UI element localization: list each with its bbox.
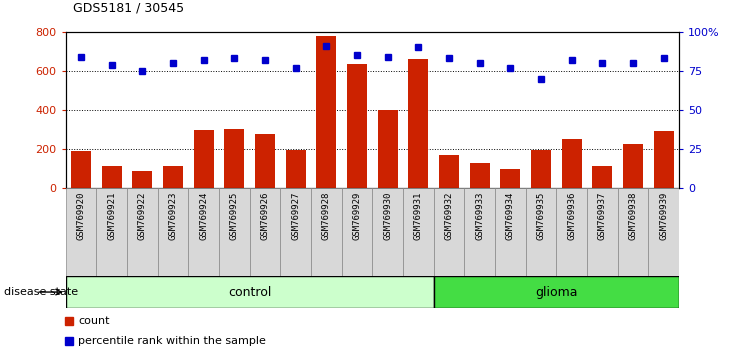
Text: GSM769936: GSM769936 — [567, 192, 576, 240]
Text: GSM769924: GSM769924 — [199, 192, 208, 240]
Bar — [101, 166, 122, 188]
Bar — [434, 276, 679, 308]
Bar — [377, 110, 398, 188]
Text: GSM769922: GSM769922 — [138, 192, 147, 240]
Text: percentile rank within the sample: percentile rank within the sample — [78, 336, 266, 346]
Text: GSM769921: GSM769921 — [107, 192, 116, 240]
Bar — [556, 188, 587, 276]
Text: GSM769926: GSM769926 — [261, 192, 269, 240]
Text: GSM769938: GSM769938 — [629, 192, 637, 240]
Bar — [219, 188, 250, 276]
Bar — [500, 169, 520, 188]
Text: GDS5181 / 30545: GDS5181 / 30545 — [73, 1, 184, 14]
Bar — [469, 163, 490, 188]
Text: GSM769932: GSM769932 — [445, 192, 453, 240]
Bar — [561, 139, 582, 188]
Bar — [531, 150, 551, 188]
Text: glioma: glioma — [535, 286, 577, 298]
Bar — [403, 188, 434, 276]
Bar — [648, 188, 679, 276]
Text: GSM769929: GSM769929 — [353, 192, 361, 240]
Bar — [224, 129, 245, 188]
Bar — [96, 188, 127, 276]
Text: GSM769931: GSM769931 — [414, 192, 423, 240]
Bar — [66, 188, 96, 276]
Bar — [163, 166, 183, 188]
Bar — [347, 64, 367, 188]
Bar — [66, 276, 434, 308]
Text: count: count — [78, 316, 110, 326]
Bar — [132, 171, 153, 188]
Bar — [592, 166, 612, 188]
Text: GSM769937: GSM769937 — [598, 192, 607, 240]
Text: GSM769935: GSM769935 — [537, 192, 545, 240]
Bar — [193, 130, 214, 188]
Text: control: control — [228, 286, 272, 298]
Bar — [250, 188, 280, 276]
Bar — [71, 151, 91, 188]
Text: GSM769934: GSM769934 — [506, 192, 515, 240]
Bar — [618, 188, 648, 276]
Bar — [464, 188, 495, 276]
Bar — [526, 188, 556, 276]
Bar — [280, 188, 311, 276]
Text: GSM769923: GSM769923 — [169, 192, 177, 240]
Text: GSM769927: GSM769927 — [291, 192, 300, 240]
Bar — [158, 188, 188, 276]
Text: GSM769920: GSM769920 — [77, 192, 85, 240]
Text: GSM769933: GSM769933 — [475, 192, 484, 240]
Bar — [623, 144, 643, 188]
Bar — [587, 188, 618, 276]
Bar — [408, 59, 429, 188]
Bar — [285, 150, 306, 188]
Text: GSM769925: GSM769925 — [230, 192, 239, 240]
Bar — [495, 188, 526, 276]
Text: GSM769930: GSM769930 — [383, 192, 392, 240]
Bar — [316, 36, 337, 188]
Text: GSM769939: GSM769939 — [659, 192, 668, 240]
Text: GSM769928: GSM769928 — [322, 192, 331, 240]
Bar — [653, 131, 674, 188]
Bar — [311, 188, 342, 276]
Text: disease state: disease state — [4, 287, 78, 297]
Bar — [188, 188, 219, 276]
Bar — [439, 155, 459, 188]
Bar — [372, 188, 403, 276]
Bar — [255, 134, 275, 188]
Bar — [127, 188, 158, 276]
Bar — [342, 188, 372, 276]
Bar — [434, 188, 464, 276]
